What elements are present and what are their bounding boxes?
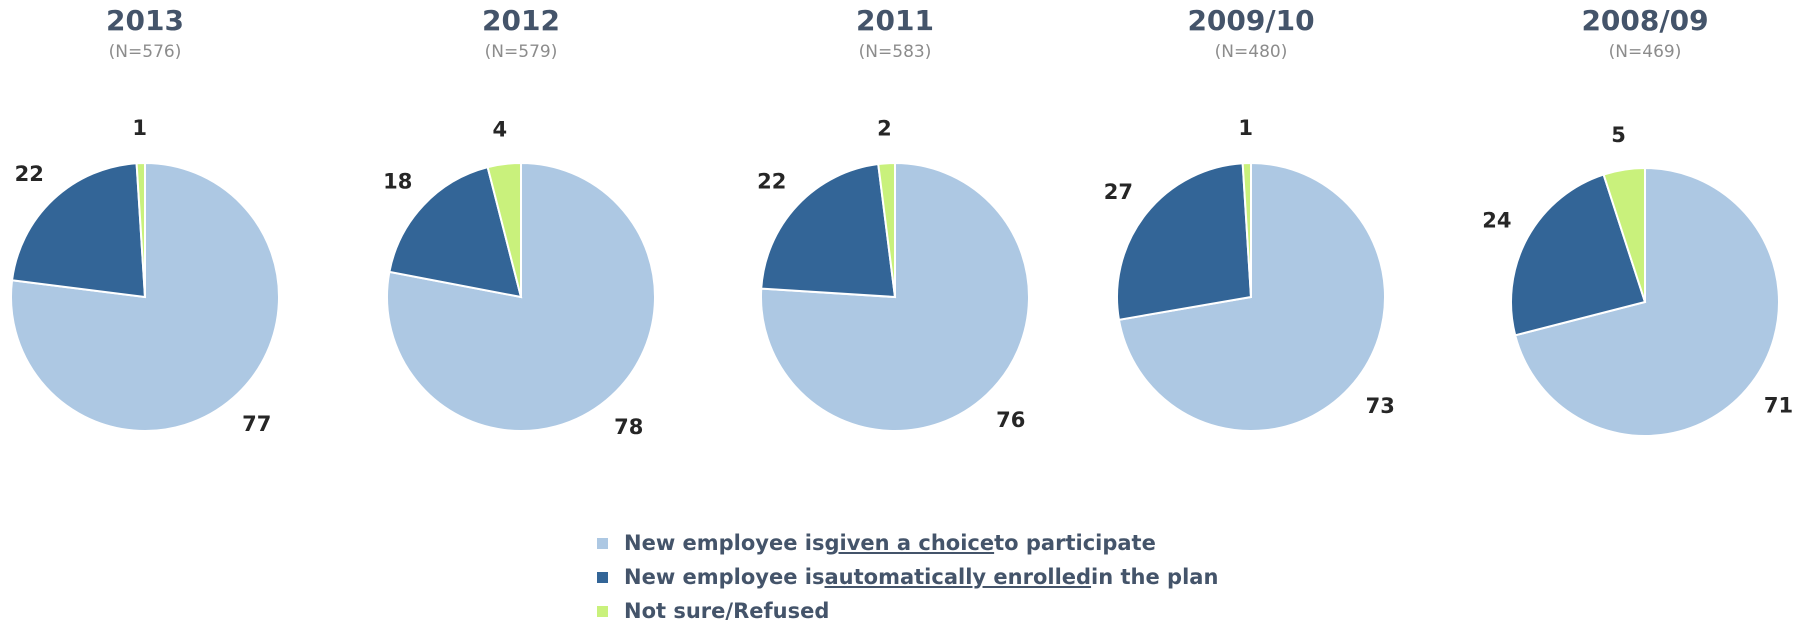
data-label-auto: 18 xyxy=(383,169,412,193)
pie-title: 2009/10 xyxy=(1187,4,1314,37)
legend-text-underlined: given a choice xyxy=(824,531,995,555)
data-label-choice: 73 xyxy=(1366,394,1395,418)
legend-text-post: in the plan xyxy=(1091,565,1219,589)
pie-slice-unsure xyxy=(135,161,146,298)
legend-text-underlined: automatically enrolled xyxy=(824,565,1092,589)
pie-slice-auto xyxy=(10,162,147,299)
pie-slice-choice xyxy=(760,161,1030,432)
data-label-choice: 78 xyxy=(614,415,643,439)
pie-slice-auto xyxy=(388,165,523,299)
pie-slice-auto xyxy=(760,162,897,299)
legend-text-post: to participate xyxy=(994,531,1156,555)
legend-text-pre: New employee is xyxy=(624,531,825,555)
pie-slice-unsure xyxy=(1241,161,1252,298)
pie-sample-size: (N=583) xyxy=(859,42,932,62)
pie-slice-choice xyxy=(1513,166,1780,437)
data-label-unsure: 4 xyxy=(492,117,507,141)
pie-title: 2013 xyxy=(106,4,184,37)
pie-slice-unsure xyxy=(1602,166,1646,303)
pie-title: 2011 xyxy=(856,4,934,37)
data-label-unsure: 1 xyxy=(1238,116,1253,140)
legend-swatch-choice xyxy=(597,537,608,549)
data-label-choice: 71 xyxy=(1764,394,1793,418)
data-label-unsure: 5 xyxy=(1611,123,1626,147)
data-label-auto: 27 xyxy=(1104,180,1133,204)
pie-sample-size: (N=579) xyxy=(485,42,558,62)
pie-slice-unsure xyxy=(486,161,522,298)
legend-text-pre: New employee is xyxy=(624,565,825,589)
legend-swatch-unsure xyxy=(597,605,608,617)
data-label-auto: 22 xyxy=(757,169,786,193)
legend: New employee is given a choice to partic… xyxy=(597,526,1218,628)
pie-chart-2009-10: 2009/10 (N=480) 73 27 1 xyxy=(1104,4,1395,432)
pie-slice-unsure xyxy=(877,161,896,298)
data-label-auto: 24 xyxy=(1482,209,1511,233)
legend-item-unsure: Not sure/Refused xyxy=(597,594,1218,628)
pie-sample-size: (N=576) xyxy=(109,42,182,62)
pie-slice-auto xyxy=(1116,162,1253,321)
legend-text-post: Not sure/Refused xyxy=(624,599,830,623)
pie-sample-size: (N=480) xyxy=(1215,42,1288,62)
pie-chart-2012: 2012 (N=579) 78 18 4 xyxy=(383,4,656,439)
pie-sample-size: (N=469) xyxy=(1609,42,1682,62)
legend-item-auto: New employee is automatically enrolled i… xyxy=(597,560,1218,594)
pie-slice-auto xyxy=(1510,173,1647,337)
data-label-choice: 76 xyxy=(996,408,1025,432)
pie-title: 2008/09 xyxy=(1581,4,1708,37)
pie-title: 2012 xyxy=(482,4,560,37)
data-label-auto: 22 xyxy=(15,162,44,186)
pie-chart-2008-09: 2008/09 (N=469) 71 24 5 xyxy=(1482,4,1793,437)
legend-item-choice: New employee is given a choice to partic… xyxy=(597,526,1218,560)
data-label-unsure: 2 xyxy=(877,116,892,140)
data-label-choice: 77 xyxy=(242,412,271,436)
pie-chart-2013: 2013 (N=576) 77 22 1 xyxy=(10,4,281,436)
data-label-unsure: 1 xyxy=(132,116,147,140)
legend-swatch-auto xyxy=(597,571,608,583)
